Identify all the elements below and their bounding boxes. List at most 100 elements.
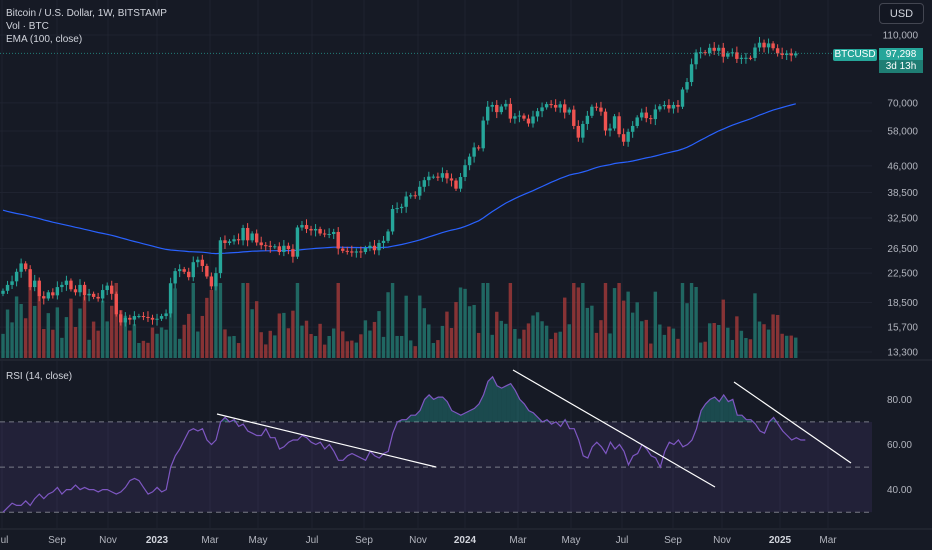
candle-body [377, 243, 381, 251]
volume-bar [91, 321, 96, 358]
candle-body [712, 47, 716, 51]
ema-legend: EMA (100, close) [6, 34, 83, 45]
candle-body [526, 118, 531, 124]
rsi-y-tick-label: 80.00 [887, 395, 912, 406]
volume-bar [259, 332, 263, 358]
candle-body [458, 176, 463, 189]
volume-bar [336, 283, 340, 358]
currency-button[interactable]: USD [879, 3, 924, 24]
volume-bar [748, 339, 753, 358]
volume-bar [60, 337, 64, 358]
volume-bar [87, 339, 91, 358]
candle-body [535, 111, 540, 117]
volume-bar [658, 324, 662, 358]
candle-body [60, 284, 64, 288]
volume-bar [363, 320, 368, 358]
candle-body [476, 147, 481, 149]
volume-bar [513, 328, 517, 358]
x-tick-label: Jul [616, 535, 629, 546]
volume-bar [680, 283, 685, 358]
candle-body [757, 42, 762, 48]
volume-bar [318, 323, 322, 358]
rsi-overbought-fill [524, 403, 529, 422]
x-tick-label: Mar [509, 535, 527, 546]
candle-body [381, 240, 386, 244]
candle-body [481, 120, 485, 149]
candle-body [603, 111, 608, 131]
candle-body [775, 48, 780, 54]
volume-bar [51, 329, 55, 358]
volume-bar [372, 321, 377, 358]
candle-body [762, 42, 766, 48]
candle-body [680, 89, 685, 107]
volume-bar [309, 334, 313, 358]
candle-body [508, 103, 513, 119]
candle-body [19, 263, 23, 272]
rsi-overbought-fill [415, 410, 421, 422]
candle-body [748, 57, 753, 59]
volume-bar [132, 324, 137, 358]
volume-bar [440, 325, 445, 358]
volume-bar [23, 318, 28, 358]
volume-bar [105, 321, 109, 358]
rsi-overbought-fill [506, 383, 511, 422]
x-tick-label: Sep [48, 535, 66, 546]
volume-bar [481, 283, 485, 358]
candle-body [789, 53, 793, 56]
candle-body [766, 43, 771, 48]
candle-body [522, 115, 526, 119]
candle-body [739, 57, 744, 59]
volume-bar [490, 334, 494, 358]
volume-bar [766, 329, 771, 358]
volume-bar [114, 283, 118, 358]
candle-body [445, 173, 449, 179]
volume-bar [150, 327, 155, 358]
rsi-overbought-fill [497, 385, 502, 422]
volume-bar [463, 288, 467, 358]
candle-body [463, 165, 467, 177]
candle-body [626, 131, 630, 142]
candle-body [33, 280, 37, 288]
rsi-overbought-fill [438, 397, 443, 422]
candle-body [585, 115, 590, 124]
candle-body [553, 104, 558, 108]
volume-bar [476, 332, 481, 358]
candle-body [291, 249, 295, 257]
volume-bar [594, 332, 599, 358]
volume-bar [676, 338, 680, 358]
candle-body [137, 316, 141, 318]
candle-body [495, 104, 499, 113]
y-tick-label: 13,300 [887, 348, 918, 359]
rsi-legend: RSI (14, close) [6, 371, 73, 382]
volume-bar [390, 283, 395, 358]
volume-bar [73, 326, 78, 358]
volume-bar [96, 330, 100, 358]
volume-bar [187, 313, 191, 358]
rsi-overbought-fill [710, 397, 715, 422]
candle-body [644, 112, 648, 119]
volume-bar [137, 343, 141, 358]
rsi-trendline [733, 381, 852, 464]
volume-bar [689, 283, 694, 358]
candle-body [250, 233, 254, 241]
volume-bar [268, 330, 272, 358]
candle-body [653, 109, 658, 120]
volume-bar [472, 304, 476, 358]
candle-body [146, 316, 150, 318]
candle-body [227, 241, 232, 244]
rsi-overbought-fill [719, 394, 724, 422]
volume-bar [359, 334, 363, 358]
candle-body [771, 43, 775, 49]
candle-body [304, 225, 309, 229]
volume-bar [553, 332, 558, 358]
rsi-overbought-fill [424, 394, 430, 422]
candle-body [105, 285, 109, 291]
volume-bar [608, 333, 612, 358]
volume-bar [504, 323, 508, 358]
volume-bar [409, 340, 413, 358]
candle-body [327, 234, 331, 236]
candle-body [436, 176, 440, 178]
candle-body [608, 128, 612, 131]
volume-bar [535, 312, 540, 358]
